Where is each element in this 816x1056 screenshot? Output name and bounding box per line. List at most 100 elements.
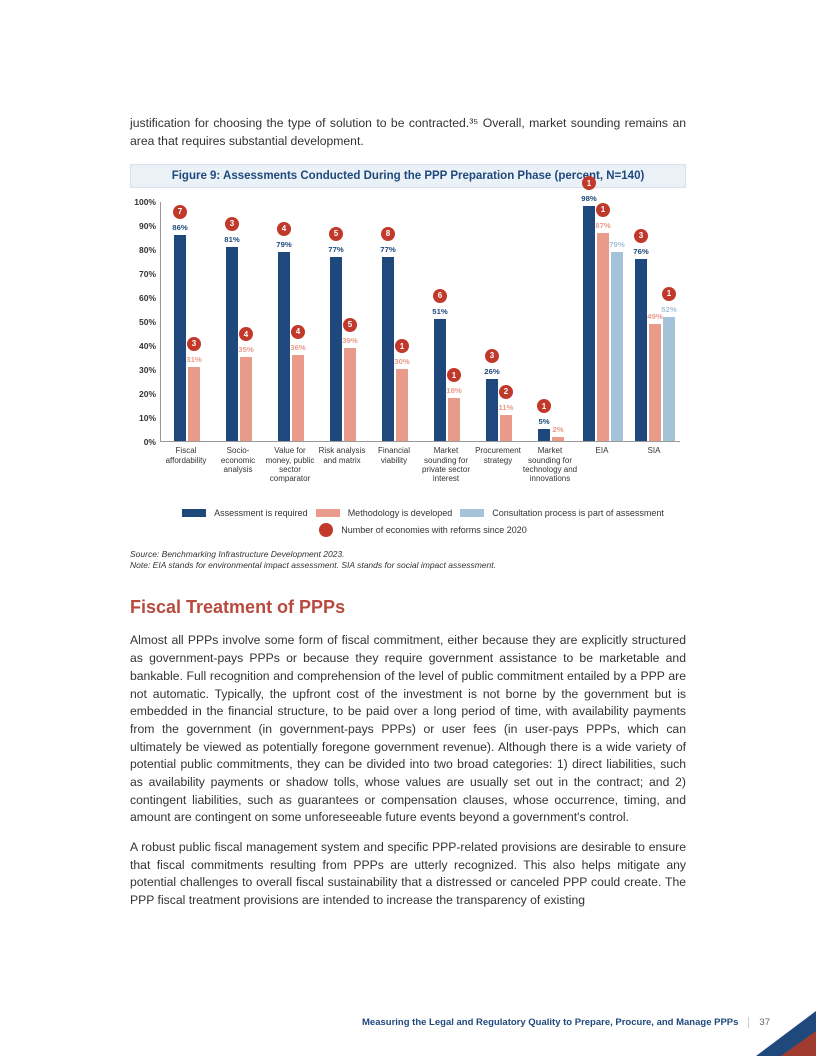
bar-value-label: 77% (328, 245, 343, 254)
y-tick-label: 90% (139, 221, 156, 231)
y-tick-label: 30% (139, 365, 156, 375)
bar-group: 98%187%179% (583, 206, 623, 441)
bar-group: 76%349%52%1 (635, 259, 675, 441)
reform-count-dot: 1 (537, 399, 551, 413)
x-tick-label: Market sounding for technology and innov… (522, 446, 578, 483)
chart-bar: 39%5 (344, 348, 356, 442)
chart-bar: 35%4 (240, 357, 252, 441)
bar-group: 79%436%4 (278, 252, 304, 442)
legend-label-consultation: Consultation process is part of assessme… (492, 508, 664, 518)
bar-value-label: 86% (172, 223, 187, 232)
bar-value-label: 77% (380, 245, 395, 254)
reform-count-dot: 4 (277, 222, 291, 236)
x-tick-label: Financial viability (366, 446, 422, 464)
reform-count-dot: 2 (499, 385, 513, 399)
bar-value-label: 79% (609, 240, 624, 249)
bar-group: 77%539%5 (330, 257, 356, 442)
chart-bar: 77%5 (330, 257, 342, 442)
reform-count-dot: 1 (596, 203, 610, 217)
legend-swatch-consultation (460, 509, 484, 517)
y-tick-label: 20% (139, 389, 156, 399)
chart-bar: 52%1 (663, 317, 675, 442)
legend-label-methodology: Methodology is developed (348, 508, 453, 518)
legend-label-reforms: Number of economies with reforms since 2… (341, 525, 527, 535)
chart-bar: 5%1 (538, 429, 550, 441)
chart-legend: Assessment is required Methodology is de… (160, 508, 686, 537)
y-axis: 0%10%20%30%40%50%60%70%80%90%100% (128, 202, 158, 442)
bar-value-label: 2% (552, 425, 563, 434)
x-tick-label: EIA (574, 446, 630, 455)
chart-bar: 26%3 (486, 379, 498, 441)
reform-count-dot: 1 (662, 287, 676, 301)
legend-label-assessment: Assessment is required (214, 508, 308, 518)
bar-value-label: 81% (224, 235, 239, 244)
bar-value-label: 87% (595, 221, 610, 230)
bar-group: 86%731% 3 (174, 235, 200, 441)
reform-count-dot: 4 (291, 325, 305, 339)
y-tick-label: 80% (139, 245, 156, 255)
reform-count-dot: 4 (239, 327, 253, 341)
y-tick-label: 10% (139, 413, 156, 423)
figure-notes: Source: Benchmarking Infrastructure Deve… (130, 549, 686, 571)
legend-swatch-methodology (316, 509, 340, 517)
reform-count-dot: 3 (225, 217, 239, 231)
intro-paragraph: justification for choosing the type of s… (130, 115, 686, 150)
chart-bar: 51%6 (434, 319, 446, 441)
bar-value-label: 30% (394, 357, 409, 366)
chart-bar: 30%1 (396, 369, 408, 441)
figure-note: Note: EIA stands for environmental impac… (130, 560, 686, 571)
bar-value-label: 39% (342, 336, 357, 345)
legend-swatch-assessment (182, 509, 206, 517)
bar-value-label: 35% (238, 345, 253, 354)
x-tick-label: Socio-economic analysis (210, 446, 266, 474)
bar-value-label: 36% (290, 343, 305, 352)
body-paragraph-1: Almost all PPPs involve some form of fis… (130, 632, 686, 827)
chart-bar: 49% (649, 324, 661, 442)
reform-count-dot: 1 (447, 368, 461, 382)
y-tick-label: 0% (144, 437, 156, 447)
bar-group: 26%311%2 (486, 379, 512, 441)
chart-bar: 36%4 (292, 355, 304, 441)
chart-bar: 77%8 (382, 257, 394, 442)
x-axis-labels: Fiscal affordabilitySocio-economic analy… (160, 446, 680, 502)
plot-area: 86%731%381%335%479%436%477%539%577%830%1… (160, 202, 680, 442)
chart-bar: 98%1 (583, 206, 595, 441)
bar-value-label: 26% (484, 367, 499, 376)
reform-count-dot: 5 (329, 227, 343, 241)
page-footer: Measuring the Legal and Regulatory Quali… (362, 1017, 770, 1028)
chart-bar: 11%2 (500, 415, 512, 441)
chart-bar: 18%1 (448, 398, 460, 441)
bar-group: 5%12% (538, 429, 564, 441)
bar-value-label: 79% (276, 240, 291, 249)
body-paragraph-2: A robust public fiscal management system… (130, 839, 686, 910)
figure-source: Source: Benchmarking Infrastructure Deve… (130, 549, 686, 560)
bar-value-label: 18% (446, 386, 461, 395)
bar-group: 51%618%1 (434, 319, 460, 441)
bar-value-label: 11% (499, 403, 514, 412)
bar-value-label: 51% (432, 307, 447, 316)
reform-count-dot: 5 (343, 318, 357, 332)
x-tick-label: Risk analysis and matrix (314, 446, 370, 464)
x-tick-label: Value for money, public sector comparato… (262, 446, 318, 483)
chart-bar: 87%1 (597, 233, 609, 442)
x-tick-label: SIA (626, 446, 682, 455)
bar-group: 77%830%1 (382, 257, 408, 442)
reform-count-dot: 1 (395, 339, 409, 353)
bar-value-label: 31% (186, 355, 201, 364)
corner-decoration (726, 986, 816, 1056)
chart-bar: 86%7 (174, 235, 186, 441)
chart-bar: 76%3 (635, 259, 647, 441)
chart-bar: 81%3 (226, 247, 238, 441)
reform-count-dot: 3 (634, 229, 648, 243)
figure-title: Figure 9: Assessments Conducted During t… (130, 164, 686, 188)
legend-dot-reforms (319, 523, 333, 537)
chart-bar: 2% (552, 437, 564, 442)
x-tick-label: Fiscal affordability (158, 446, 214, 464)
x-tick-label: Procurement strategy (470, 446, 526, 464)
reform-count-dot: 8 (381, 227, 395, 241)
y-tick-label: 100% (134, 197, 156, 207)
bar-group: 81%335%4 (226, 247, 252, 441)
reform-count-dot: 3 (187, 337, 201, 351)
footer-title: Measuring the Legal and Regulatory Quali… (362, 1017, 738, 1028)
y-tick-label: 40% (139, 341, 156, 351)
